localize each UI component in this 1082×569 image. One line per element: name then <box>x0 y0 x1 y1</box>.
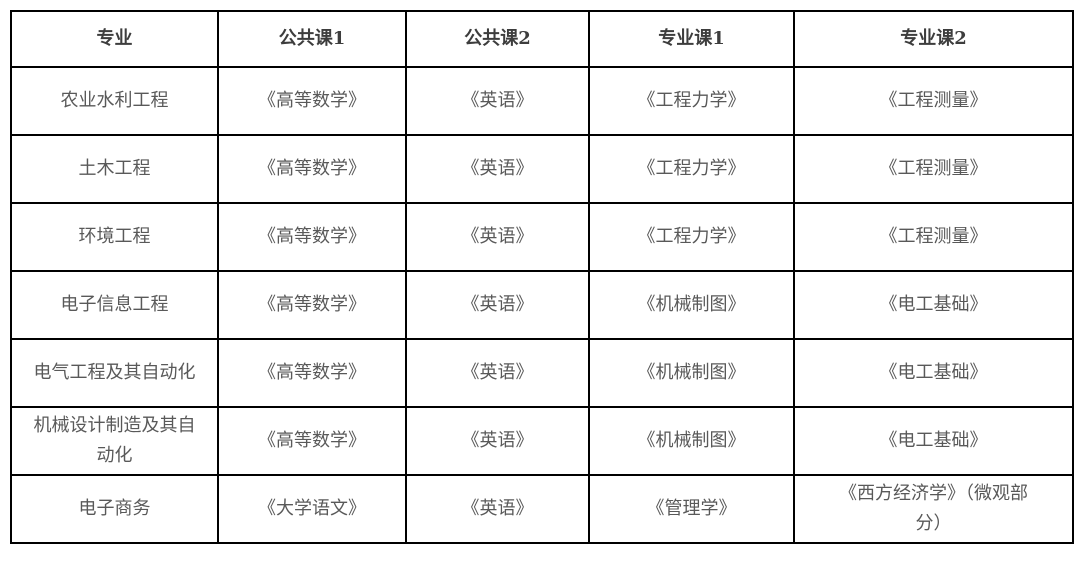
table-row: 电气工程及其自动化 《高等数学》 《英语》 《机械制图》 《电工基础》 <box>10 338 1074 408</box>
column-header-major-course-1: 专业课1 <box>588 10 795 68</box>
cell-public-course-1: 《高等数学》 <box>217 66 407 136</box>
header-row: 专业 公共课1 公共课2 专业课1 专业课2 <box>10 10 1074 68</box>
table-row: 农业水利工程 《高等数学》 《英语》 《工程力学》 《工程测量》 <box>10 66 1074 136</box>
table-row: 机械设计制造及其自动化 《高等数学》 《英语》 《机械制图》 《电工基础》 <box>10 406 1074 476</box>
cell-public-course-1: 《高等数学》 <box>217 406 407 476</box>
cell-major-course-2: 《西方经济学》（微观部分） <box>793 474 1074 544</box>
cell-major: 机械设计制造及其自动化 <box>10 406 219 476</box>
cell-major-course-2: 《电工基础》 <box>793 338 1074 408</box>
cell-major-course-1: 《管理学》 <box>588 474 795 544</box>
cell-major: 电子信息工程 <box>10 270 219 340</box>
cell-major: 电子商务 <box>10 474 219 544</box>
table-row: 土木工程 《高等数学》 《英语》 《工程力学》 《工程测量》 <box>10 134 1074 204</box>
column-header-major: 专业 <box>10 10 219 68</box>
cell-major-course-1: 《工程力学》 <box>588 202 795 272</box>
table-row: 环境工程 《高等数学》 《英语》 《工程力学》 《工程测量》 <box>10 202 1074 272</box>
cell-major-course-2: 《电工基础》 <box>793 406 1074 476</box>
cell-major-course-2: 《电工基础》 <box>793 270 1074 340</box>
table-row: 电子商务 《大学语文》 《英语》 《管理学》 《西方经济学》（微观部分） <box>10 474 1074 544</box>
cell-major-course-2: 《工程测量》 <box>793 134 1074 204</box>
cell-major: 农业水利工程 <box>10 66 219 136</box>
cell-public-course-2: 《英语》 <box>405 406 590 476</box>
column-header-public-course-1: 公共课1 <box>217 10 407 68</box>
cell-public-course-1: 《高等数学》 <box>217 134 407 204</box>
cell-public-course-1: 《高等数学》 <box>217 270 407 340</box>
column-header-major-course-2: 专业课2 <box>793 10 1074 68</box>
cell-major: 土木工程 <box>10 134 219 204</box>
cell-public-course-2: 《英语》 <box>405 134 590 204</box>
column-header-public-course-2: 公共课2 <box>405 10 590 68</box>
cell-major-course-1: 《工程力学》 <box>588 66 795 136</box>
cell-public-course-2: 《英语》 <box>405 338 590 408</box>
cell-major: 环境工程 <box>10 202 219 272</box>
cell-major-course-1: 《机械制图》 <box>588 270 795 340</box>
course-requirements-table: 专业 公共课1 公共课2 专业课1 专业课2 农业水利工程 《高等数学》 《英语… <box>10 10 1074 544</box>
cell-public-course-1: 《高等数学》 <box>217 338 407 408</box>
table-row: 电子信息工程 《高等数学》 《英语》 《机械制图》 《电工基础》 <box>10 270 1074 340</box>
cell-major-course-2: 《工程测量》 <box>793 66 1074 136</box>
cell-public-course-2: 《英语》 <box>405 270 590 340</box>
cell-public-course-1: 《大学语文》 <box>217 474 407 544</box>
cell-public-course-2: 《英语》 <box>405 202 590 272</box>
cell-major-course-1: 《工程力学》 <box>588 134 795 204</box>
cell-major: 电气工程及其自动化 <box>10 338 219 408</box>
cell-public-course-2: 《英语》 <box>405 66 590 136</box>
cell-major-course-1: 《机械制图》 <box>588 338 795 408</box>
cell-major-course-2: 《工程测量》 <box>793 202 1074 272</box>
cell-public-course-2: 《英语》 <box>405 474 590 544</box>
cell-public-course-1: 《高等数学》 <box>217 202 407 272</box>
cell-major-course-1: 《机械制图》 <box>588 406 795 476</box>
